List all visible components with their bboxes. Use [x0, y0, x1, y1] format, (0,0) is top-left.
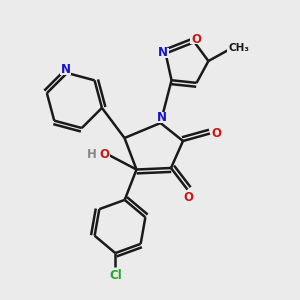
FancyBboxPatch shape — [211, 128, 222, 139]
Text: N: N — [61, 63, 70, 76]
Text: O: O — [212, 127, 222, 140]
FancyBboxPatch shape — [227, 43, 251, 54]
FancyBboxPatch shape — [99, 149, 110, 160]
Text: CH₃: CH₃ — [229, 44, 250, 53]
Text: N: N — [157, 111, 167, 124]
FancyBboxPatch shape — [86, 149, 98, 160]
Text: Cl: Cl — [109, 269, 122, 282]
FancyBboxPatch shape — [106, 270, 124, 280]
FancyBboxPatch shape — [157, 112, 168, 123]
Text: O: O — [191, 33, 201, 46]
FancyBboxPatch shape — [158, 48, 169, 58]
Text: H: H — [87, 148, 97, 161]
Text: O: O — [99, 148, 110, 161]
FancyBboxPatch shape — [183, 192, 194, 203]
FancyBboxPatch shape — [60, 64, 71, 75]
Text: N: N — [158, 46, 168, 59]
Text: O: O — [184, 191, 194, 204]
FancyBboxPatch shape — [190, 34, 202, 44]
